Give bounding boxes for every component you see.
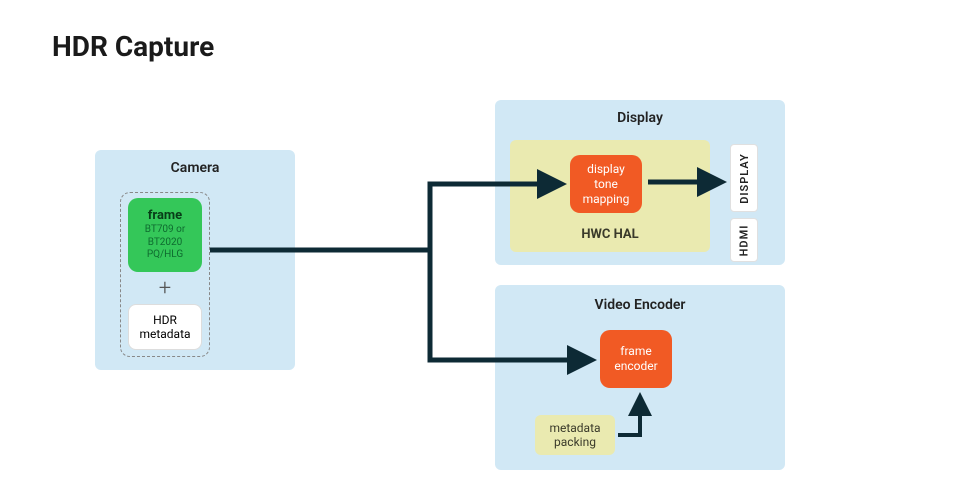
meta-pack-line2: packing — [554, 435, 596, 449]
display-output-text: DISPLAY — [738, 153, 751, 204]
plus-icon: + — [155, 276, 175, 301]
frame-enc-line1: frame — [620, 344, 651, 359]
frame-encoder-box: frame encoder — [600, 330, 672, 388]
hwc-hal-label: HWC HAL — [510, 227, 710, 242]
hdmi-output-label: HDMI — [730, 218, 758, 262]
video-encoder-label: Video Encoder — [495, 285, 785, 313]
tone-line3: mapping — [583, 192, 630, 207]
hdmi-output-text: HDMI — [738, 224, 751, 256]
frame-box: frame BT709 or BT2020 PQ/HLG — [128, 198, 202, 272]
meta-pack-line1: metadata — [549, 421, 600, 435]
display-tone-mapping-box: display tone mapping — [570, 155, 642, 213]
metadata-packing-box: metadata packing — [535, 415, 615, 455]
frame-line2: BT2020 — [148, 237, 183, 250]
display-output-label: DISPLAY — [730, 144, 758, 212]
meta-line1: HDR — [153, 313, 177, 327]
hdr-metadata-box: HDR metadata — [128, 304, 202, 350]
display-label: Display — [495, 100, 785, 126]
frame-line3: PQ/HLG — [147, 249, 183, 262]
frame-title: frame — [148, 208, 182, 224]
frame-enc-line2: encoder — [614, 359, 657, 374]
camera-label: Camera — [95, 150, 295, 176]
meta-line2: metadata — [139, 327, 190, 341]
tone-line2: tone — [594, 177, 618, 192]
page-title: HDR Capture — [52, 30, 214, 63]
frame-line1: BT709 or — [145, 224, 186, 237]
tone-line1: display — [587, 162, 625, 177]
